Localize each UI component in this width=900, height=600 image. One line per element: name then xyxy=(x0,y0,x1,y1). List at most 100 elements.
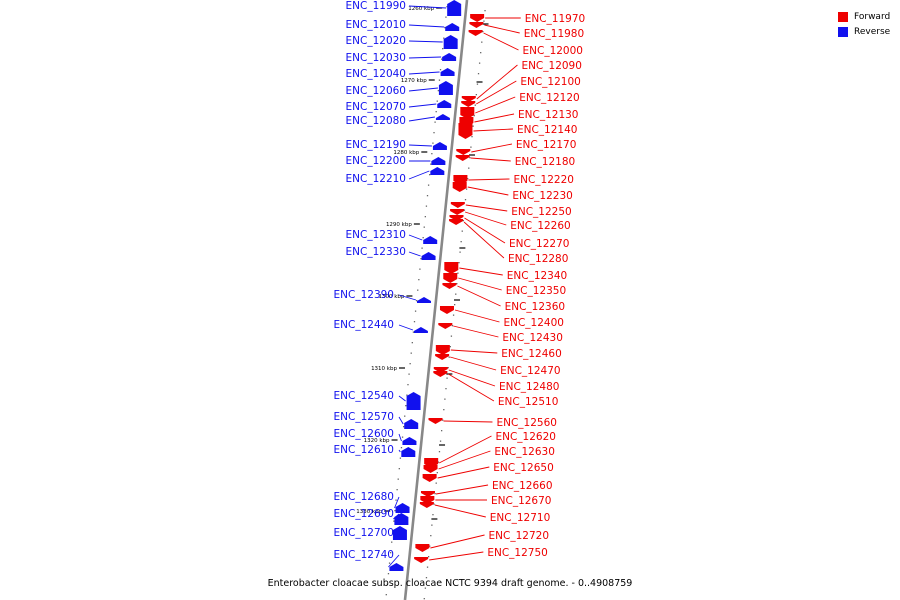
axis-dot xyxy=(430,535,432,537)
forward-gene-arrow xyxy=(452,182,467,192)
reverse-gene-arrow xyxy=(417,297,432,303)
forward-gene-label: ENC_12650 xyxy=(493,462,553,474)
kbp-tick-label: 1260 kbp xyxy=(408,6,434,12)
axis-dot xyxy=(423,598,425,600)
axis-dot xyxy=(435,482,437,484)
reverse-gene-leader xyxy=(398,416,404,425)
axis-dot xyxy=(385,594,387,596)
axis-dot xyxy=(406,394,408,396)
axis-dot xyxy=(454,304,456,306)
forward-gene-leader xyxy=(483,32,519,51)
reverse-gene-label: ENC_12080 xyxy=(346,115,406,127)
forward-gene-leader xyxy=(473,128,513,132)
forward-gene-leader xyxy=(438,450,491,470)
axis-dot xyxy=(447,367,449,369)
forward-gene-leader xyxy=(470,157,511,162)
axis-dot xyxy=(439,69,442,71)
reverse-gene-label: ENC_12700 xyxy=(334,527,394,539)
axis-dot xyxy=(411,342,413,344)
axis-dot xyxy=(430,163,432,165)
axis-dot xyxy=(397,478,399,480)
reverse-gene-arrow xyxy=(442,53,457,61)
reverse-gene-label: ENC_12030 xyxy=(346,52,406,64)
forward-gene-label: ENC_12360 xyxy=(505,301,565,313)
axis-dot xyxy=(442,419,444,421)
reverse-gene-leader xyxy=(398,324,414,331)
axis-dot xyxy=(432,142,434,144)
forward-gene-leader xyxy=(448,373,495,402)
axis-dot xyxy=(470,146,472,148)
reverse-gene-leader xyxy=(408,40,443,43)
forward-gene-arrow xyxy=(469,22,484,28)
forward-gene-arrow xyxy=(443,273,458,283)
forward-gene-arrow xyxy=(414,557,429,563)
axis-dot xyxy=(457,272,459,274)
reverse-gene-label: ENC_12040 xyxy=(346,68,406,80)
axis-dot xyxy=(433,132,435,134)
axis-dot xyxy=(407,384,409,386)
reverse-gene-leader xyxy=(408,24,445,28)
axis-dot xyxy=(464,199,467,201)
reverse-gene-arrow xyxy=(402,437,417,445)
forward-gene-arrow xyxy=(461,101,476,107)
reverse-gene-label: ENC_12190 xyxy=(346,139,406,151)
axis-dot xyxy=(400,447,403,449)
axis-dot xyxy=(404,415,406,417)
forward-gene-label: ENC_12140 xyxy=(517,124,577,136)
axis-dot xyxy=(431,524,433,526)
kbp-tick-label: 1280 kbp xyxy=(393,150,419,156)
forward-gene-label: ENC_11970 xyxy=(525,13,585,25)
axis-dot xyxy=(435,111,437,113)
forward-gene-arrow xyxy=(435,345,450,355)
axis-dot xyxy=(426,195,429,197)
forward-gene-label: ENC_12350 xyxy=(506,285,566,297)
forward-gene-arrow xyxy=(419,502,434,508)
kbp-tick-label: 1270 kbp xyxy=(401,78,427,84)
axis-dot xyxy=(420,258,422,260)
axis-dot xyxy=(483,20,485,22)
axis-dot xyxy=(432,514,434,516)
reverse-gene-arrow xyxy=(440,68,455,76)
axis-dot xyxy=(456,283,458,285)
axis-dot xyxy=(452,314,455,316)
reverse-gene-arrow xyxy=(421,252,436,260)
forward-gene-label: ENC_12170 xyxy=(516,139,576,151)
forward-gene-label: ENC_12460 xyxy=(501,348,561,360)
axis-dot xyxy=(412,331,415,333)
axis-dot xyxy=(484,10,486,12)
reverse-gene-arrow xyxy=(445,23,460,31)
reverse-gene-arrow xyxy=(438,81,453,95)
forward-gene-leader xyxy=(450,349,498,354)
forward-gene-label: ENC_12120 xyxy=(519,92,579,104)
forward-gene-label: ENC_12220 xyxy=(513,174,573,186)
axis-dot xyxy=(472,125,474,127)
forward-gene-label: ENC_12430 xyxy=(502,332,562,344)
forward-gene-leader xyxy=(464,211,507,226)
forward-gene-arrow xyxy=(455,155,470,161)
kbp-tick-label: 1290 kbp xyxy=(386,222,412,228)
reverse-gene-label: ENC_12540 xyxy=(334,390,394,402)
forward-gene-arrow xyxy=(449,215,464,221)
axis-dot xyxy=(391,541,393,543)
axis-dot xyxy=(468,167,470,169)
axis-dot xyxy=(424,587,427,589)
forward-gene-leader xyxy=(475,96,516,114)
axis-dot xyxy=(409,363,411,365)
reverse-gene-leader xyxy=(398,294,417,301)
forward-gene-label: ENC_12400 xyxy=(503,317,563,329)
forward-gene-leader xyxy=(476,64,518,100)
reverse-gene-arrow xyxy=(447,0,462,16)
reverse-gene-label: ENC_12010 xyxy=(346,19,406,31)
forward-gene-leader xyxy=(464,217,506,244)
forward-gene-arrow xyxy=(420,491,435,497)
reverse-gene-arrow xyxy=(404,419,419,429)
forward-gene-label: ENC_12230 xyxy=(512,190,572,202)
forward-gene-arrow xyxy=(438,323,453,329)
reverse-gene-label: ENC_12690 xyxy=(334,508,394,520)
axis-dot xyxy=(465,188,468,190)
axis-dot xyxy=(425,205,428,207)
forward-gene-leader xyxy=(443,420,493,423)
forward-gene-label: ENC_12710 xyxy=(490,512,550,524)
reverse-gene-label: ENC_12680 xyxy=(334,491,394,503)
forward-gene-leader xyxy=(463,221,505,259)
